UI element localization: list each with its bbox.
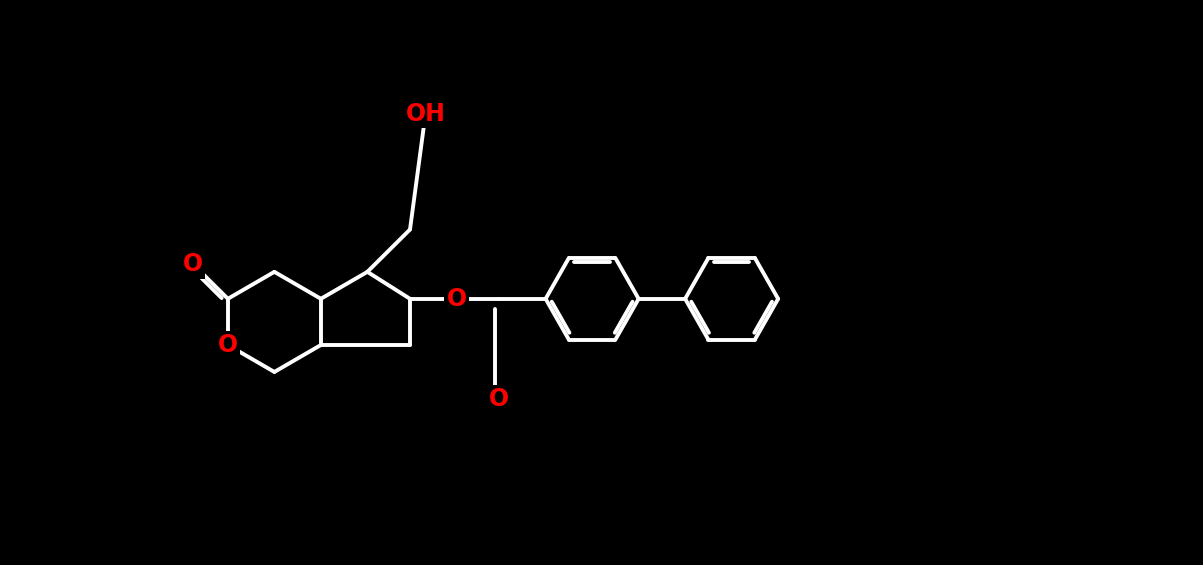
Text: O: O (218, 333, 238, 357)
Text: O: O (446, 287, 467, 311)
Text: OH: OH (405, 102, 445, 126)
Text: O: O (490, 387, 509, 411)
Text: O: O (183, 252, 203, 276)
